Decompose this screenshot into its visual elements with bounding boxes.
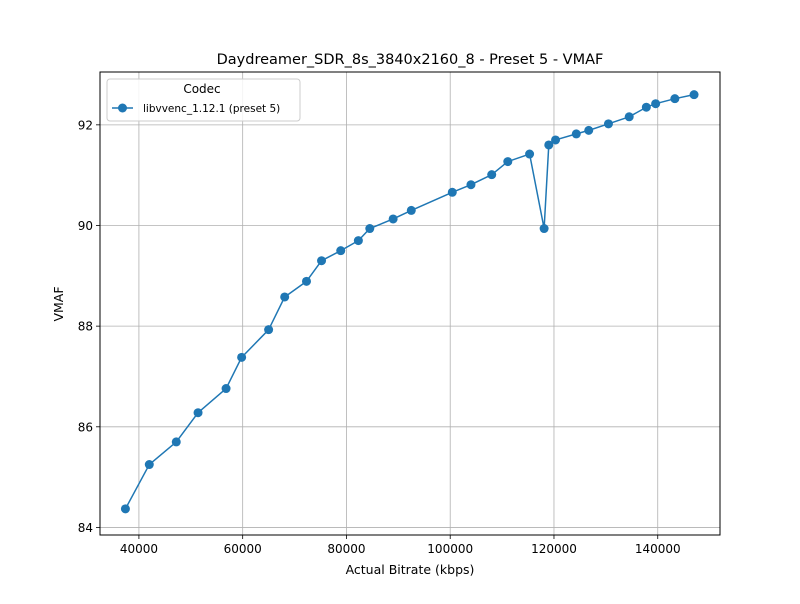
x-tick-label: 80000 [327, 542, 365, 556]
data-point [571, 129, 581, 139]
data-point [237, 352, 247, 362]
data-point [336, 246, 346, 256]
data-point [689, 90, 699, 100]
data-point [544, 140, 554, 150]
axis-ticks: 40000 60000 80000 100000 120000 140000 84 86 88 9… [78, 118, 681, 556]
data-point [365, 224, 375, 234]
grid [100, 72, 720, 535]
x-axis-label: Actual Bitrate (kbps) [346, 562, 475, 577]
y-tick-label: 88 [78, 320, 93, 334]
data-point [539, 224, 549, 234]
data-point [120, 504, 130, 514]
y-tick-label: 92 [78, 118, 93, 132]
y-tick-label: 84 [78, 521, 93, 535]
data-point [317, 256, 327, 266]
data-point [670, 94, 680, 104]
legend-entry-label: libvvenc_1.12.1 (preset 5) [143, 103, 280, 115]
data-point [280, 292, 290, 302]
y-axis-label: VMAF [51, 286, 66, 321]
x-tick-label: 120000 [531, 542, 577, 556]
chart-title: Daydreamer_SDR_8s_3840x2160_8 - Preset 5… [217, 52, 604, 68]
data-point [301, 276, 311, 286]
x-tick-label: 100000 [427, 542, 473, 556]
data-point [641, 102, 651, 112]
data-point [406, 205, 416, 215]
data-point [466, 180, 476, 190]
data-point [171, 437, 181, 447]
x-tick-label: 40000 [120, 542, 158, 556]
x-tick-label: 140000 [635, 542, 681, 556]
plot-frame [99, 71, 721, 536]
data-point [525, 149, 535, 159]
y-tick-label: 86 [78, 420, 93, 434]
data-point [651, 99, 661, 109]
data-point [353, 236, 363, 246]
data-point [584, 125, 594, 135]
data-point [503, 157, 513, 167]
series-layer [120, 90, 699, 514]
data-point [264, 325, 274, 335]
data-point [221, 384, 231, 394]
data-point [551, 135, 561, 145]
data-point [193, 408, 203, 418]
data-point [447, 187, 457, 197]
data-point [144, 460, 154, 470]
legend: Codec libvvenc_1.12.1 (preset 5) [106, 78, 301, 122]
legend-marker-swatch [118, 103, 127, 113]
data-point [388, 214, 398, 224]
data-point [624, 112, 634, 122]
x-tick-label: 60000 [224, 542, 262, 556]
data-point [487, 170, 497, 180]
data-point [603, 119, 613, 129]
legend-title: Codec [183, 82, 220, 96]
legend-box [106, 78, 301, 122]
y-tick-label: 90 [78, 219, 93, 233]
